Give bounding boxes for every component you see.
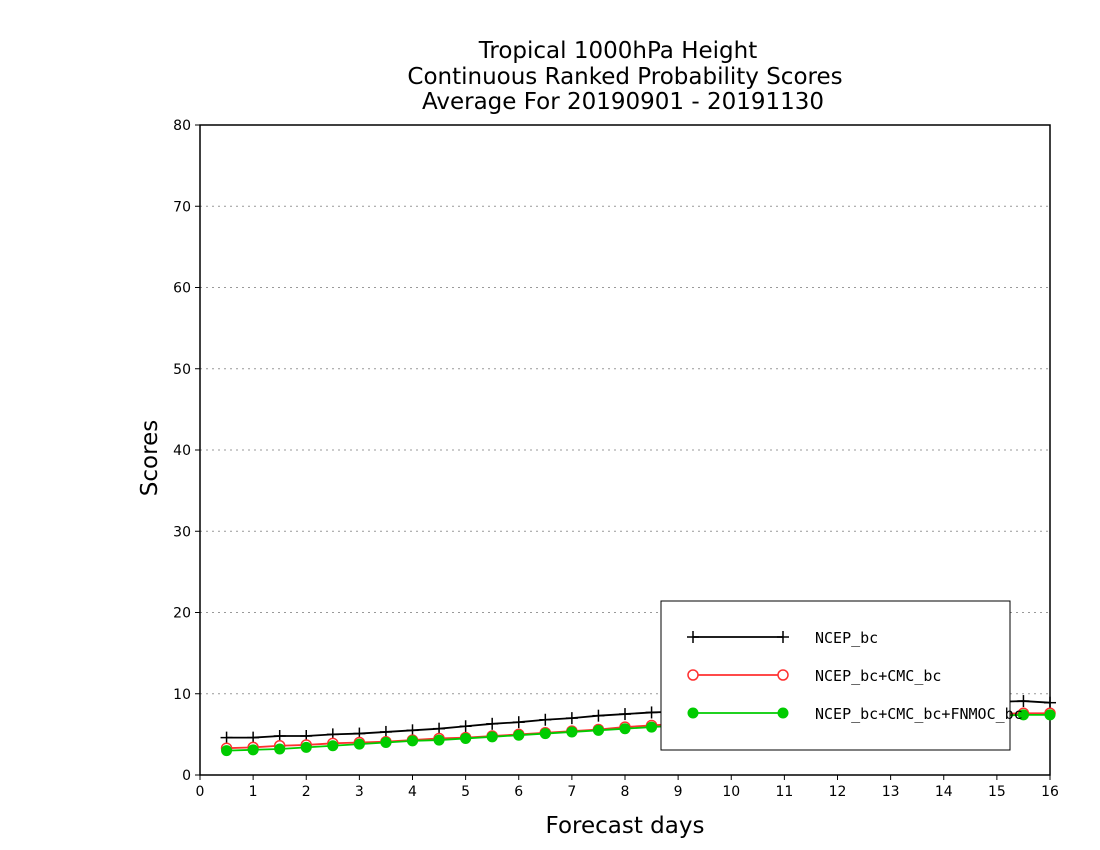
y-tick-label-20: 20 <box>173 606 191 622</box>
chart-title-line-2: Continuous Ranked Probability Scores <box>407 64 842 90</box>
series-2-point-13 <box>566 726 578 738</box>
x-tick-label-13: 13 <box>882 784 900 800</box>
y-tick-label-10: 10 <box>173 687 191 703</box>
x-tick-label-1: 1 <box>249 784 258 800</box>
legend-marker-start-0 <box>687 631 699 643</box>
series-0-point-30 <box>1017 695 1030 708</box>
series-2-point-5 <box>353 738 365 750</box>
series-2-point-3 <box>300 741 312 753</box>
series-2-point-11 <box>513 729 525 741</box>
x-tick-label-7: 7 <box>567 784 576 800</box>
x-tick-label-14: 14 <box>935 784 953 800</box>
series-2-point-6 <box>380 737 392 748</box>
y-axis-ticks: 0 10 20 30 40 50 60 70 80 <box>173 118 200 784</box>
legend-marker-end-0 <box>777 631 789 643</box>
x-tick-label-9: 9 <box>674 784 683 800</box>
legend-marker-end-1 <box>777 669 789 681</box>
legend-marker-start-1 <box>687 669 699 681</box>
series-2-point-10 <box>486 731 498 743</box>
y-tick-label-70: 70 <box>173 199 191 215</box>
x-tick-label-4: 4 <box>408 784 417 800</box>
series-2-point-0 <box>221 745 233 757</box>
series-0-point-10 <box>486 717 499 730</box>
series-0-point-15 <box>619 708 631 721</box>
series-0-point-0 <box>220 731 233 744</box>
series-2-point-9 <box>460 732 472 744</box>
series-2-point-8 <box>433 734 445 746</box>
x-axis-label: Forecast days <box>546 813 705 839</box>
x-tick-label-11: 11 <box>775 784 793 800</box>
series-0-point-16 <box>645 706 658 719</box>
y-tick-label-30: 30 <box>173 524 191 540</box>
y-tick-label-60: 60 <box>173 281 191 297</box>
x-tick-label-12: 12 <box>829 784 847 800</box>
series-2-point-15 <box>619 723 631 735</box>
y-axis-label: Scores <box>137 420 163 496</box>
y-tick-label-50: 50 <box>173 362 191 378</box>
series-2-point-2 <box>274 743 286 755</box>
series-0-point-11 <box>512 716 525 729</box>
series-0-point-13 <box>565 712 578 725</box>
y-tick-label-40: 40 <box>173 443 191 459</box>
y-tick-label-0: 0 <box>182 768 191 784</box>
chart-title-line-1: Tropical 1000hPa Height <box>478 38 758 64</box>
series-0-point-12 <box>539 713 552 726</box>
series-0-point-14 <box>592 709 605 722</box>
legend-label-1: NCEP_bc+CMC_bc <box>815 667 941 685</box>
series-0-point-9 <box>459 720 472 733</box>
series-2-point-7 <box>407 735 418 747</box>
x-tick-label-6: 6 <box>514 784 523 800</box>
x-tick-label-10: 10 <box>722 784 740 800</box>
series-2-point-31 <box>1044 709 1056 721</box>
x-tick-label-3: 3 <box>355 784 364 800</box>
x-tick-label-15: 15 <box>988 784 1006 800</box>
series-2-point-1 <box>247 744 259 756</box>
x-tick-label-8: 8 <box>621 784 630 800</box>
series-2-point-16 <box>646 721 658 733</box>
x-tick-label-5: 5 <box>461 784 470 800</box>
series-2-point-30 <box>1017 709 1029 721</box>
legend-label-0: NCEP_bc <box>815 629 878 647</box>
legend-label-2: NCEP_bc+CMC_bc+FNMOC_bc <box>815 705 1023 723</box>
series-0-point-31 <box>1044 696 1056 709</box>
chart-title-line-3: Average For 20190901 - 20191130 <box>422 89 824 115</box>
series-2-point-12 <box>539 728 551 740</box>
series-2-point-14 <box>592 724 604 736</box>
x-axis-ticks: 0 1 2 3 4 5 6 7 8 9 10 11 12 13 14 15 16 <box>196 775 1059 800</box>
legend: NCEP_bc NCEP_bc+CMC_bc NCEP_bc+CMC_bc+FNMO… <box>660 600 1023 751</box>
series-2-point-4 <box>327 740 339 752</box>
x-tick-label-16: 16 <box>1041 784 1059 800</box>
y-tick-label-80: 80 <box>173 118 191 134</box>
chart-title: Tropical 1000hPa Height Continuous Ranke… <box>407 38 842 115</box>
legend-marker-end-2 <box>777 707 789 719</box>
x-tick-label-2: 2 <box>302 784 311 800</box>
legend-marker-start-2 <box>687 707 699 719</box>
x-tick-label-0: 0 <box>196 784 205 800</box>
